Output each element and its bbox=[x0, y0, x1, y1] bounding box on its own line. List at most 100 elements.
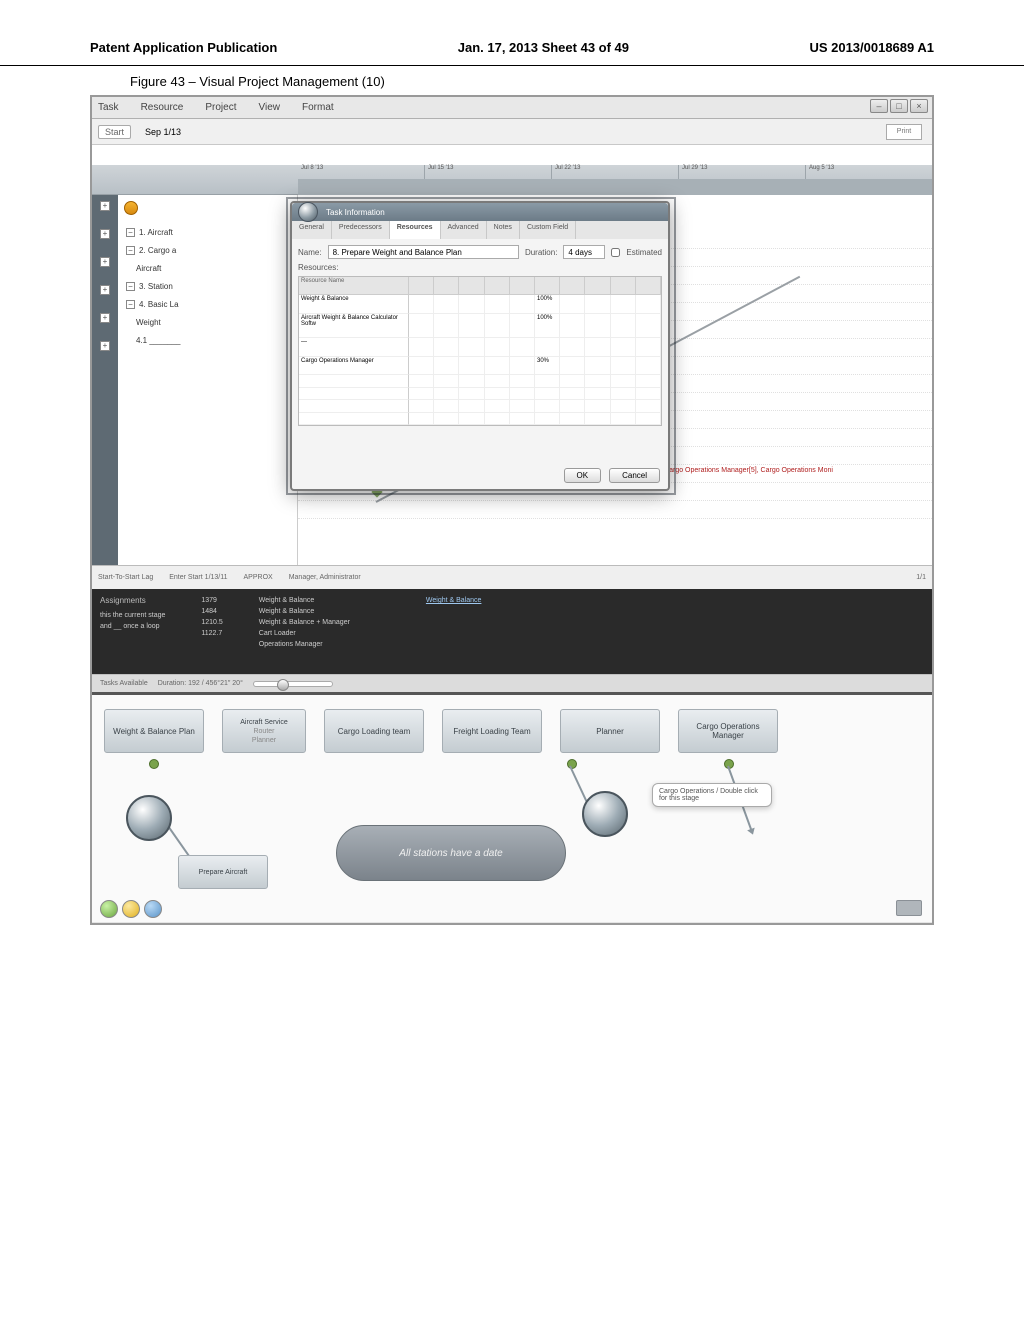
tool-play-icon[interactable] bbox=[100, 900, 118, 918]
dialog-body: Name: 8. Prepare Weight and Balance Plan… bbox=[292, 239, 668, 432]
estimated-checkbox[interactable] bbox=[611, 248, 620, 257]
minimize-icon[interactable]: – bbox=[870, 99, 888, 113]
resources-grid[interactable]: Resource Name Weight & Balance 100% Airc… bbox=[298, 276, 662, 426]
proc-box-aircraft[interactable]: Aircraft ServiceRouterPlanner bbox=[222, 709, 306, 753]
menu-resource[interactable]: Resource bbox=[141, 102, 184, 113]
maximize-icon[interactable]: □ bbox=[890, 99, 908, 113]
dialog-titlebar[interactable]: Task Information bbox=[292, 203, 668, 221]
task-row[interactable]: −2. Cargo a bbox=[122, 241, 297, 259]
duration-label: Duration: bbox=[525, 248, 557, 257]
expand-icon[interactable]: + bbox=[100, 229, 110, 239]
indent-toggle-button[interactable] bbox=[124, 201, 138, 215]
process-oval[interactable]: All stations have a date bbox=[336, 825, 566, 881]
tab-general[interactable]: General bbox=[292, 221, 332, 239]
collapse-icon[interactable]: − bbox=[126, 282, 135, 291]
wb-link[interactable]: Weight & Balance bbox=[426, 595, 482, 606]
task-information-dialog[interactable]: Task Information General Predecessors Re… bbox=[290, 201, 670, 491]
close-icon[interactable]: × bbox=[910, 99, 928, 113]
status-strip: Start-To-Start Lag Enter Start 1/13/11 A… bbox=[92, 565, 932, 589]
expand-icon[interactable]: + bbox=[100, 341, 110, 351]
assign-col-2: 1379 1484 1210.5 1122.7 bbox=[201, 595, 222, 668]
task-name: 1. Aircraft bbox=[139, 228, 173, 237]
start-date: Sep 1/13 bbox=[145, 127, 181, 137]
proc-box-freight[interactable]: Freight Loading Team bbox=[442, 709, 542, 753]
scale-top-6: Jul 29 '13 bbox=[679, 165, 806, 179]
expand-icon[interactable]: + bbox=[100, 201, 110, 211]
resource-cell[interactable]: Weight & Balance bbox=[299, 295, 409, 313]
process-callout: Cargo Operations / Double click for this… bbox=[652, 783, 772, 807]
resources-header: Resources: bbox=[298, 263, 338, 272]
dialog-title: Task Information bbox=[326, 208, 385, 217]
pct-cell[interactable]: 100% bbox=[535, 314, 560, 338]
toolbar-btn-a[interactable]: Print bbox=[886, 124, 922, 140]
proc-box-cargo[interactable]: Cargo Loading team bbox=[324, 709, 424, 753]
proc-box-com[interactable]: Cargo Operations Manager bbox=[678, 709, 778, 753]
expand-icon[interactable]: + bbox=[100, 313, 110, 323]
task-name: Aircraft bbox=[136, 264, 161, 273]
task-row[interactable]: −3. Station bbox=[122, 277, 297, 295]
resource-cell[interactable]: — bbox=[299, 338, 409, 356]
scale-top-2: Jul 15 '13 bbox=[425, 165, 552, 179]
tasks-available-label: Tasks Available bbox=[100, 680, 148, 687]
sub-box-prepare[interactable]: Prepare Aircraft bbox=[178, 855, 268, 889]
menu-project[interactable]: Project bbox=[205, 102, 236, 113]
status-dates: Enter Start 1/13/11 bbox=[169, 574, 227, 581]
process-orb[interactable] bbox=[126, 795, 172, 841]
collapse-icon[interactable]: − bbox=[126, 246, 135, 255]
menu-format[interactable]: Format bbox=[302, 102, 334, 113]
collapse-icon[interactable]: − bbox=[126, 300, 135, 309]
pct-cell[interactable]: 100% bbox=[535, 295, 560, 313]
task-row[interactable]: Aircraft bbox=[122, 259, 297, 277]
status-center-a: APPROX bbox=[244, 574, 273, 581]
proc-box-wb[interactable]: Weight & Balance Plan bbox=[104, 709, 204, 753]
duration-field[interactable]: 4 days bbox=[563, 245, 605, 259]
expand-icon[interactable]: + bbox=[100, 257, 110, 267]
task-row[interactable]: 4.1 _______ bbox=[122, 331, 297, 349]
task-row[interactable]: −1. Aircraft bbox=[122, 223, 297, 241]
cancel-button[interactable]: Cancel bbox=[609, 468, 660, 483]
resource-cell[interactable]: Cargo Operations Manager bbox=[299, 357, 409, 375]
task-name: 3. Station bbox=[139, 282, 173, 291]
start-label: Start bbox=[98, 125, 131, 139]
header-center: Jan. 17, 2013 Sheet 43 of 49 bbox=[458, 40, 629, 55]
name-label: Name: bbox=[298, 248, 322, 257]
task-row[interactable]: Weight bbox=[122, 313, 297, 331]
collapse-icon[interactable]: − bbox=[126, 228, 135, 237]
zoom-slider[interactable] bbox=[253, 681, 333, 687]
tab-predecessors[interactable]: Predecessors bbox=[332, 221, 390, 239]
dialog-tabs: General Predecessors Resources Advanced … bbox=[292, 221, 668, 239]
pct-cell[interactable]: 30% bbox=[535, 357, 560, 375]
ok-button[interactable]: OK bbox=[564, 468, 602, 483]
status-center-b: Manager, Administrator bbox=[289, 574, 361, 581]
proc-box-planner[interactable]: Planner bbox=[560, 709, 660, 753]
name-field[interactable]: 8. Prepare Weight and Balance Plan bbox=[328, 245, 519, 259]
scale-top-8: Aug 5 '13 bbox=[806, 165, 932, 179]
expand-icon[interactable]: + bbox=[100, 285, 110, 295]
menu-task[interactable]: Task bbox=[98, 102, 119, 113]
tool-pause-icon[interactable] bbox=[122, 900, 140, 918]
estimated-label: Estimated bbox=[626, 248, 662, 257]
dialog-orb-icon bbox=[298, 202, 318, 222]
row-number-column: + + + + + + bbox=[92, 195, 118, 565]
scale-top-0: Jul 8 '13 bbox=[298, 165, 425, 179]
page-count: 1/1 bbox=[916, 574, 926, 581]
tab-customfield[interactable]: Custom Field bbox=[520, 221, 576, 239]
task-row[interactable]: −4. Basic La bbox=[122, 295, 297, 313]
process-diagram: Weight & Balance Plan Aircraft ServiceRo… bbox=[92, 692, 932, 922]
tool-step-icon[interactable] bbox=[144, 900, 162, 918]
menu-view[interactable]: View bbox=[259, 102, 281, 113]
tab-advanced[interactable]: Advanced bbox=[441, 221, 487, 239]
process-orb[interactable] bbox=[582, 791, 628, 837]
diagram-toolbar bbox=[100, 900, 162, 918]
resource-cell[interactable]: Aircraft Weight & Balance Calculator Sof… bbox=[299, 314, 409, 338]
tab-notes[interactable]: Notes bbox=[487, 221, 520, 239]
gantt-scale-header: Jul 8 '13 Jul 15 '13 Jul 22 '13 Jul 29 '… bbox=[92, 165, 932, 195]
assign-col-4: Weight & Balance bbox=[426, 595, 482, 668]
window-controls[interactable]: – □ × bbox=[870, 99, 928, 113]
status-left-a: Start-To-Start Lag bbox=[98, 574, 153, 581]
tab-resources[interactable]: Resources bbox=[390, 221, 441, 239]
resize-handle-icon[interactable] bbox=[896, 900, 922, 916]
task-name: 4.1 _______ bbox=[136, 336, 181, 345]
scale-top-4: Jul 22 '13 bbox=[552, 165, 679, 179]
toolbar: Start Sep 1/13 Print bbox=[92, 119, 932, 145]
